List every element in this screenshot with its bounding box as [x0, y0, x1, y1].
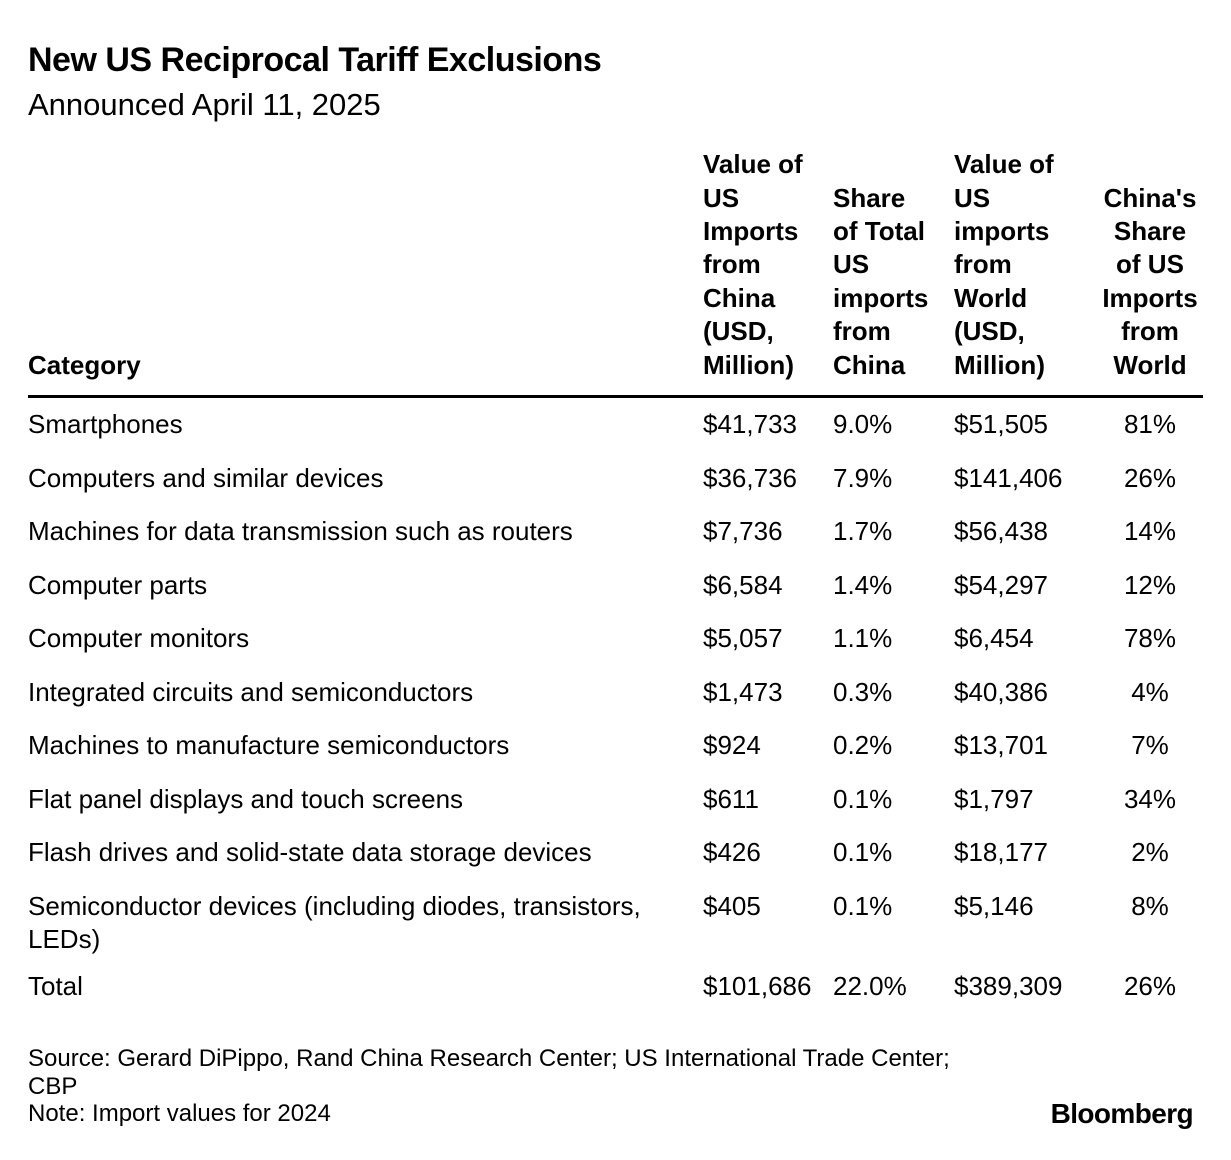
- value-china-cell: $36,736: [703, 462, 797, 493]
- category-cell: Flash drives and solid-state data storag…: [28, 837, 592, 867]
- value-world-cell: $13,701: [954, 730, 1048, 760]
- value-china-cell: $426: [703, 837, 761, 867]
- table-row: Smartphones $41,733 9.0% $51,505 81%: [28, 398, 1203, 452]
- share-china-cell: 0.1%: [833, 890, 893, 921]
- category-cell: Computers and similar devices: [28, 462, 384, 493]
- share-china-cell: 9.0%: [833, 409, 893, 439]
- header-share-china: Share of Total US imports from China: [833, 182, 929, 380]
- category-cell: Smartphones: [28, 409, 183, 439]
- share-china-cell: 1.1%: [833, 623, 893, 653]
- china-share-world-cell: 34%: [1123, 783, 1177, 814]
- table-row: Machines for data transmission such as r…: [28, 505, 1203, 559]
- value-world-cell: $6,454: [954, 623, 1034, 653]
- value-china-cell: $1,473: [703, 676, 783, 707]
- china-share-world-cell: 4%: [1131, 676, 1169, 707]
- value-world-cell: $141,406: [954, 462, 1063, 493]
- china-share-world-cell: 14%: [1123, 516, 1177, 546]
- share-china-cell: 0.3%: [833, 676, 893, 707]
- total-label: Total: [28, 970, 83, 1001]
- category-cell: Semiconductor devices (including diodes,…: [28, 890, 641, 954]
- china-share-world-cell: 2%: [1131, 837, 1169, 867]
- value-china-cell: $41,733: [703, 409, 797, 439]
- table-row: Integrated circuits and semiconductors $1…: [28, 666, 1203, 720]
- chart-footer: Source: Gerard DiPippo, Rand China Resea…: [28, 1045, 968, 1128]
- value-world-cell: $51,505: [954, 409, 1048, 439]
- value-world-cell: $40,386: [954, 676, 1048, 707]
- value-china-cell: $924: [703, 730, 761, 760]
- table-row: Flat panel displays and touch screens $61…: [28, 773, 1203, 827]
- header-china-share-world: China's Share of US Imports from World: [1102, 182, 1198, 380]
- china-share-world-cell: 7%: [1131, 730, 1169, 760]
- value-china-cell: $7,736: [703, 516, 783, 546]
- chart-title: New US Reciprocal Tariff Exclusions: [28, 41, 602, 79]
- header-value-world: Value of US imports from World (USD, Mil…: [954, 149, 1054, 380]
- share-china-cell: 0.1%: [833, 783, 893, 814]
- value-world-cell: $1,797: [954, 783, 1034, 814]
- table-body: Smartphones $41,733 9.0% $51,505 81% Computer…: [28, 398, 1203, 1013]
- source-note: Source: Gerard DiPippo, Rand China Resea…: [28, 1045, 950, 1100]
- table-row: Computers and similar devices $36,736 7.9%…: [28, 452, 1203, 506]
- china-share-world-cell: 26%: [1123, 970, 1177, 1001]
- header-value-china: Value of US Imports from China (USD, Mil…: [703, 149, 803, 380]
- table-row: Flash drives and solid-state data storag…: [28, 826, 1203, 880]
- total-row: Total $101,686 22.0% $389,309 26%: [28, 960, 1203, 1013]
- share-china-cell: 1.7%: [833, 516, 893, 546]
- category-cell: Computer monitors: [28, 623, 250, 653]
- share-china-cell: 0.1%: [833, 837, 893, 867]
- share-china-cell: 22.0%: [833, 970, 907, 1001]
- value-world-cell: $389,309: [954, 970, 1063, 1001]
- header-divider: [28, 395, 1203, 398]
- china-share-world-cell: 78%: [1123, 623, 1177, 653]
- category-cell: Integrated circuits and semiconductors: [28, 676, 474, 707]
- china-share-world-cell: 81%: [1123, 409, 1177, 439]
- share-china-cell: 0.2%: [833, 730, 893, 760]
- value-china-cell: $5,057: [703, 623, 783, 653]
- chart-subtitle: Announced April 11, 2025: [28, 87, 381, 122]
- share-china-cell: 7.9%: [833, 462, 893, 493]
- value-china-cell: $405: [703, 890, 761, 921]
- table-header: Category Value of US Imports from China …: [28, 148, 1203, 382]
- value-world-cell: $18,177: [954, 837, 1048, 867]
- share-china-cell: 1.4%: [833, 569, 893, 600]
- value-world-cell: $5,146: [954, 890, 1034, 921]
- china-share-world-cell: 8%: [1131, 890, 1169, 921]
- value-world-cell: $56,438: [954, 516, 1048, 546]
- table-row: Machines to manufacture semiconductors $9…: [28, 719, 1203, 773]
- value-world-cell: $54,297: [954, 569, 1048, 600]
- category-cell: Machines for data transmission such as r…: [28, 516, 573, 546]
- value-china-cell: $611: [703, 783, 759, 814]
- table-row: Computer monitors $5,057 1.1% $6,454 78%: [28, 612, 1203, 666]
- table-row: Computer parts $6,584 1.4% $54,297 12%: [28, 559, 1203, 613]
- import-note: Note: Import values for 2024: [28, 1100, 331, 1127]
- china-share-world-cell: 12%: [1123, 569, 1177, 600]
- category-cell: Flat panel displays and touch screens: [28, 783, 464, 814]
- china-share-world-cell: 26%: [1123, 462, 1177, 493]
- bloomberg-logo: Bloomberg: [1050, 1098, 1194, 1129]
- table-row: Semiconductor devices (including diodes,…: [28, 880, 1203, 960]
- category-cell: Computer parts: [28, 569, 208, 600]
- value-china-cell: $6,584: [703, 569, 783, 600]
- category-cell: Machines to manufacture semiconductors: [28, 730, 510, 760]
- header-category: Category: [28, 349, 141, 380]
- value-china-cell: $101,686: [703, 970, 812, 1001]
